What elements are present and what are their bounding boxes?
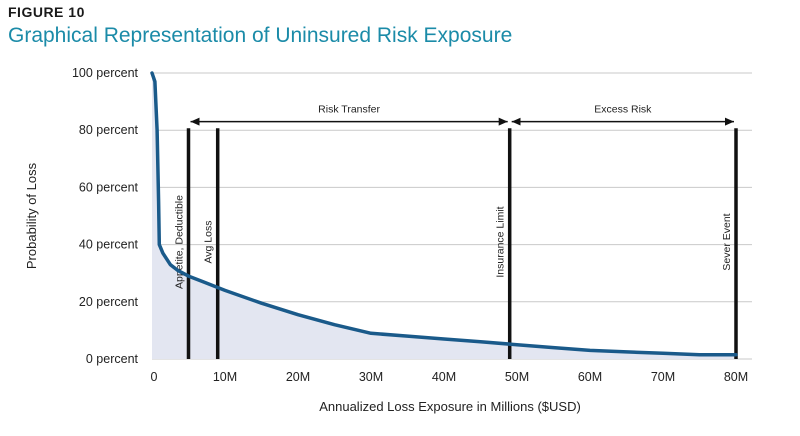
x-tick-label: 80M [724, 370, 748, 384]
marker-label: Insurance Limit [495, 206, 507, 277]
range-label: Excess Risk [594, 104, 652, 116]
x-tick-label: 0 [151, 370, 158, 384]
range-label: Risk Transfer [318, 104, 380, 116]
x-tick-label: 30M [359, 370, 383, 384]
loss-curve [150, 71, 738, 357]
x-axis-title: Annualized Loss Exposure in Millions ($U… [319, 399, 581, 414]
y-tick-label: 80 percent [79, 123, 139, 137]
x-tick-label: 60M [578, 370, 602, 384]
y-tick-label: 60 percent [79, 180, 139, 194]
y-tick-label: 0 percent [86, 352, 139, 366]
x-tick-label: 20M [286, 370, 310, 384]
x-tick-label: 40M [432, 370, 456, 384]
figure-title: Graphical Representation of Uninsured Ri… [8, 24, 513, 47]
marker-label: Avg Loss [203, 221, 215, 264]
y-tick-label: 40 percent [79, 238, 139, 252]
loss-area-fill [152, 73, 736, 359]
x-tick-label: 50M [505, 370, 529, 384]
x-tick-label: 70M [651, 370, 675, 384]
marker-label: Sever Event [721, 213, 733, 270]
y-tick-label: 100 percent [72, 66, 139, 80]
x-tick-label: 10M [213, 370, 237, 384]
figure-label: FIGURE 10 [8, 4, 85, 20]
y-tick-label: 20 percent [79, 295, 139, 309]
marker-label: Appetite, Deductible [174, 195, 186, 289]
y-axis-title: Probability of Loss [24, 162, 39, 269]
